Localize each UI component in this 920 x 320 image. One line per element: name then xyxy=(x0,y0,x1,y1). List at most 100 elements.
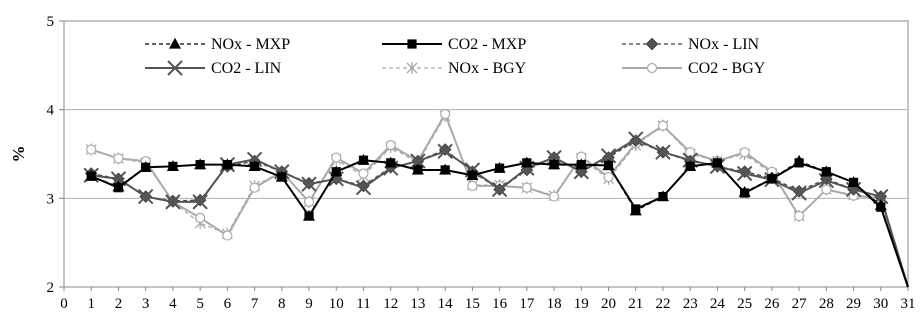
data-point xyxy=(467,170,477,180)
data-point xyxy=(385,140,396,151)
series-group xyxy=(83,108,909,288)
data-point xyxy=(522,158,532,168)
x-tick-label: 29 xyxy=(846,296,861,312)
data-point xyxy=(413,165,423,175)
data-point xyxy=(440,108,451,120)
data-point xyxy=(603,160,614,171)
x-tick-label: 21 xyxy=(628,296,643,312)
data-point xyxy=(249,161,260,172)
x-tick-label: 8 xyxy=(278,296,286,312)
data-point xyxy=(86,144,97,155)
x-tick-label: 19 xyxy=(574,296,589,312)
data-point xyxy=(192,194,208,210)
legend-item: CO2 - LIN xyxy=(145,60,282,77)
x-tick-label: 28 xyxy=(819,296,834,312)
legend-label: NOx - LIN xyxy=(688,36,760,53)
data-point xyxy=(358,168,369,179)
data-point xyxy=(546,149,562,166)
data-point xyxy=(821,184,832,195)
data-point xyxy=(358,155,369,165)
x-tick-label: 26 xyxy=(764,296,780,312)
data-point xyxy=(657,120,669,131)
y-tick-label: 5 xyxy=(47,14,55,30)
x-tick-label: 0 xyxy=(60,296,68,312)
x-tick-label: 1 xyxy=(87,296,95,312)
data-point xyxy=(793,210,805,222)
data-point xyxy=(355,179,372,196)
data-point xyxy=(167,60,183,76)
data-point xyxy=(386,158,396,168)
y-tick-label: 4 xyxy=(47,103,55,119)
data-point xyxy=(86,171,96,181)
legend-label: NOx - MXP xyxy=(211,36,290,53)
x-tick-label: 10 xyxy=(329,296,344,312)
x-tick-label: 24 xyxy=(710,296,726,312)
data-point xyxy=(521,182,532,193)
data-point xyxy=(222,160,232,170)
data-point xyxy=(794,158,804,168)
data-point xyxy=(195,212,206,223)
legend-item: NOx - BGY xyxy=(382,60,527,77)
y-tick-label: 2 xyxy=(47,280,55,296)
x-tick-label: 23 xyxy=(683,296,698,312)
data-point xyxy=(410,153,426,169)
data-point xyxy=(600,148,617,164)
data-point xyxy=(246,151,263,168)
data-point xyxy=(740,188,750,198)
legend-item: CO2 - MXP xyxy=(382,36,526,53)
data-point xyxy=(685,161,695,172)
x-tick-label: 6 xyxy=(224,296,232,312)
data-point xyxy=(821,167,831,177)
data-point xyxy=(277,172,287,182)
x-tick-label: 7 xyxy=(251,296,259,312)
data-point xyxy=(331,167,341,177)
data-point xyxy=(168,37,182,49)
data-point xyxy=(331,152,342,163)
data-point xyxy=(437,143,453,160)
data-point xyxy=(407,39,417,49)
data-point xyxy=(576,160,586,170)
x-tick-label: 2 xyxy=(115,296,123,312)
legend-item: CO2 - BGY xyxy=(622,60,766,77)
legend-item: NOx - LIN xyxy=(622,36,760,53)
data-point xyxy=(495,163,505,173)
data-point xyxy=(301,176,317,192)
data-point xyxy=(113,153,124,164)
plot-area xyxy=(63,20,909,288)
data-point xyxy=(736,165,753,182)
data-point xyxy=(303,196,315,207)
legend-item: NOx - MXP xyxy=(145,36,290,53)
data-point xyxy=(406,62,418,74)
data-point xyxy=(165,194,181,210)
legend-label: CO2 - MXP xyxy=(448,36,526,53)
data-point xyxy=(491,181,508,198)
y-axis-label: % xyxy=(9,146,28,163)
data-point xyxy=(645,37,659,51)
data-point xyxy=(440,165,450,175)
data-point xyxy=(712,158,723,168)
x-tick-label: 11 xyxy=(356,296,370,312)
data-point xyxy=(848,177,859,187)
data-point xyxy=(655,144,671,160)
x-tick-label: 13 xyxy=(410,296,425,312)
x-tick-label: 9 xyxy=(305,296,313,312)
legend-label: NOx - BGY xyxy=(448,60,527,77)
data-point xyxy=(549,160,559,170)
data-point xyxy=(141,162,151,172)
x-tick-label: 4 xyxy=(169,296,177,312)
legend-label: CO2 - BGY xyxy=(688,60,766,77)
y-tick-label: 3 xyxy=(47,191,55,207)
data-point xyxy=(249,182,260,193)
x-tick-label: 3 xyxy=(142,296,150,312)
legend-label: CO2 - LIN xyxy=(211,60,282,77)
x-tick-label: 22 xyxy=(655,296,670,312)
data-point xyxy=(195,160,205,170)
data-point xyxy=(739,147,750,158)
x-tick-label: 20 xyxy=(601,296,616,312)
x-tick-label: 12 xyxy=(383,296,398,312)
data-point xyxy=(603,171,614,183)
data-point xyxy=(791,185,807,201)
data-point xyxy=(628,131,644,147)
x-tick-label: 5 xyxy=(196,296,204,312)
